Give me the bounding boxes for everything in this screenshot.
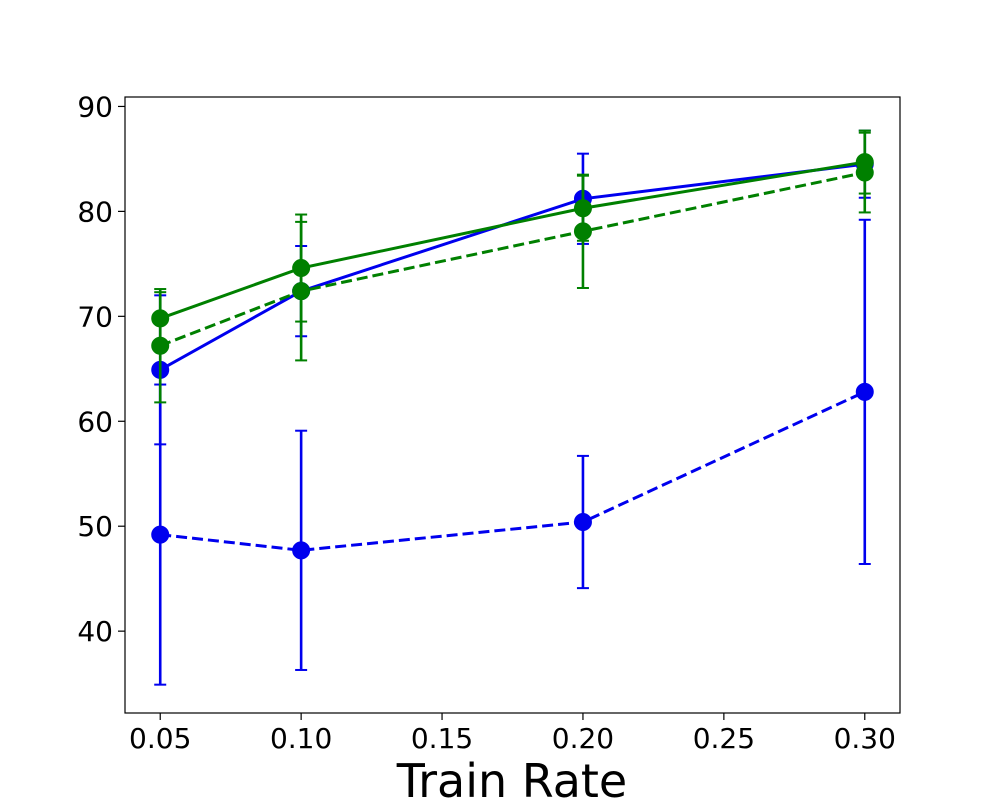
y-tick-label: 70	[77, 300, 113, 333]
x-tick-label: 0.30	[834, 722, 896, 755]
series-layer	[151, 129, 874, 686]
series-line	[160, 390, 866, 552]
data-point	[151, 336, 170, 355]
y-tick-label: 40	[77, 615, 113, 648]
x-axis-title: Train Rate	[396, 754, 627, 800]
series-line	[159, 160, 866, 320]
x-axis-ticks: 0.05 0.10 0.15 0.20 0.25 0.30	[129, 713, 896, 755]
data-point	[573, 222, 592, 241]
y-tick-label: 50	[77, 510, 113, 543]
y-axis-ticks: 40 50 60 70 80 90	[77, 90, 125, 648]
x-tick-label: 0.10	[270, 722, 332, 755]
y-tick-label: 90	[77, 90, 113, 123]
y-tick-label: 60	[77, 405, 113, 438]
series-line	[159, 171, 866, 348]
data-point	[292, 282, 311, 301]
x-tick-label: 0.15	[411, 722, 473, 755]
x-tick-label: 0.20	[552, 722, 614, 755]
data-point	[855, 382, 874, 401]
x-tick-label: 0.25	[693, 722, 755, 755]
series-line	[159, 162, 865, 372]
x-tick-label: 0.05	[129, 722, 191, 755]
plot-area	[124, 96, 901, 714]
data-point	[151, 525, 170, 544]
data-point	[292, 541, 311, 560]
series-blue-dashed	[151, 218, 874, 686]
series-green-dashed	[151, 131, 874, 404]
data-point	[855, 163, 874, 182]
y-tick-label: 80	[77, 195, 113, 228]
data-point	[573, 513, 592, 532]
